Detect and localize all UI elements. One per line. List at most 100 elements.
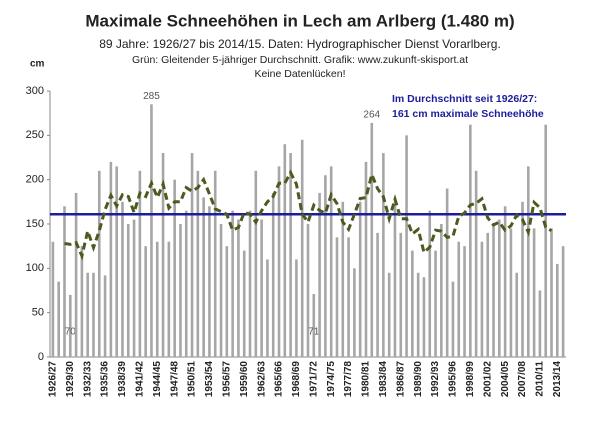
bar	[213, 170, 217, 357]
bar	[538, 290, 542, 357]
subtitle: Keine Datenlücken!	[254, 68, 345, 80]
bar	[405, 135, 408, 357]
bar	[445, 188, 449, 357]
chart-title: Maximale Schneehöhen in Lech am Arlberg …	[85, 11, 514, 30]
bar	[451, 281, 455, 357]
bar	[434, 250, 437, 357]
bar	[277, 166, 281, 357]
bar	[68, 294, 72, 357]
bar	[132, 219, 136, 357]
bar	[144, 246, 147, 357]
bar	[428, 210, 432, 357]
bar	[527, 166, 530, 357]
bar	[318, 192, 321, 357]
bar	[208, 206, 211, 357]
bar	[242, 250, 246, 357]
x-tick-label: 1932/33	[82, 361, 93, 398]
bar	[248, 210, 252, 357]
x-tick-label: 1950/51	[187, 361, 198, 398]
x-tick-label: 1944/45	[152, 361, 163, 398]
bar	[86, 272, 89, 357]
bar	[190, 153, 194, 357]
bar	[155, 241, 159, 357]
moving-average-line	[64, 169, 553, 261]
x-tick-label: 1968/69	[291, 361, 302, 398]
bar	[399, 232, 403, 357]
bar	[283, 144, 287, 357]
bar	[74, 192, 78, 357]
bar	[335, 237, 339, 357]
subtitle: Grün: Gleitender 5-jähriger Durchschnitt…	[132, 54, 468, 66]
bar	[260, 219, 263, 357]
data-label: 285	[143, 91, 160, 102]
x-tick-label: 1977/78	[343, 361, 354, 398]
bar	[231, 210, 234, 357]
bar	[521, 201, 524, 357]
y-tick-label: 300	[26, 85, 44, 97]
bar	[92, 272, 95, 357]
bar	[202, 197, 205, 357]
x-tick-label: 1956/57	[221, 361, 232, 398]
x-tick-label: 1989/90	[413, 361, 424, 398]
x-tick-label: 1974/75	[326, 361, 337, 398]
x-tick-label: 1986/87	[395, 361, 406, 398]
bar	[393, 201, 397, 357]
bar	[219, 224, 223, 357]
x-tick-label: 2007/08	[517, 361, 528, 398]
bar	[109, 161, 113, 357]
annotation: 161 cm maximale Schneehöhe	[392, 108, 544, 120]
bar	[353, 268, 356, 357]
bar	[370, 122, 374, 357]
bar	[167, 241, 171, 357]
bar	[550, 228, 553, 357]
bar	[492, 224, 495, 357]
annotation: Im Durchschnitt seit 1926/27:	[392, 93, 537, 105]
bar	[341, 201, 345, 357]
bar	[179, 224, 182, 357]
bar	[196, 170, 200, 357]
x-tick-label: 1980/81	[361, 361, 372, 398]
bar	[173, 179, 176, 357]
bar	[97, 170, 101, 357]
bar	[306, 224, 310, 357]
bar	[324, 175, 327, 357]
x-tick-label: 1992/93	[430, 361, 441, 398]
bar	[486, 232, 490, 357]
bar	[271, 192, 275, 357]
bar	[480, 241, 484, 357]
y-tick-label: 250	[26, 129, 44, 141]
y-axis-label: cm	[30, 59, 45, 70]
bar	[440, 224, 443, 357]
bar	[103, 275, 107, 357]
x-tick-label: 1998/99	[465, 361, 476, 398]
x-tick-label: 2001/02	[482, 361, 493, 398]
x-tick-label: 2004/05	[500, 361, 511, 398]
bar	[411, 250, 414, 357]
x-tick-label: 1935/36	[100, 361, 111, 398]
x-tick-label: 1995/96	[448, 361, 459, 398]
bar	[138, 170, 142, 357]
bar	[544, 124, 548, 358]
bar	[347, 237, 350, 357]
bar	[150, 104, 153, 357]
x-tick-label: 1947/48	[169, 361, 180, 398]
x-tick-label: 1962/63	[256, 361, 267, 398]
x-tick-label: 1938/39	[117, 361, 128, 398]
bar	[556, 263, 559, 357]
bar	[422, 277, 426, 357]
x-tick-label: 2013/14	[552, 361, 563, 398]
bar	[498, 219, 501, 357]
bar	[300, 139, 304, 357]
bar	[364, 161, 368, 357]
bar	[237, 219, 240, 357]
x-tick-label: 1929/30	[65, 361, 76, 398]
bar	[254, 170, 258, 357]
bar	[184, 210, 188, 357]
bar	[121, 201, 124, 357]
bar	[266, 259, 269, 357]
subtitle: 89 Jahre: 1926/27 bis 2014/15. Daten: Hy…	[99, 37, 501, 51]
bar	[469, 124, 472, 358]
bar	[387, 272, 391, 357]
bar	[376, 232, 379, 357]
